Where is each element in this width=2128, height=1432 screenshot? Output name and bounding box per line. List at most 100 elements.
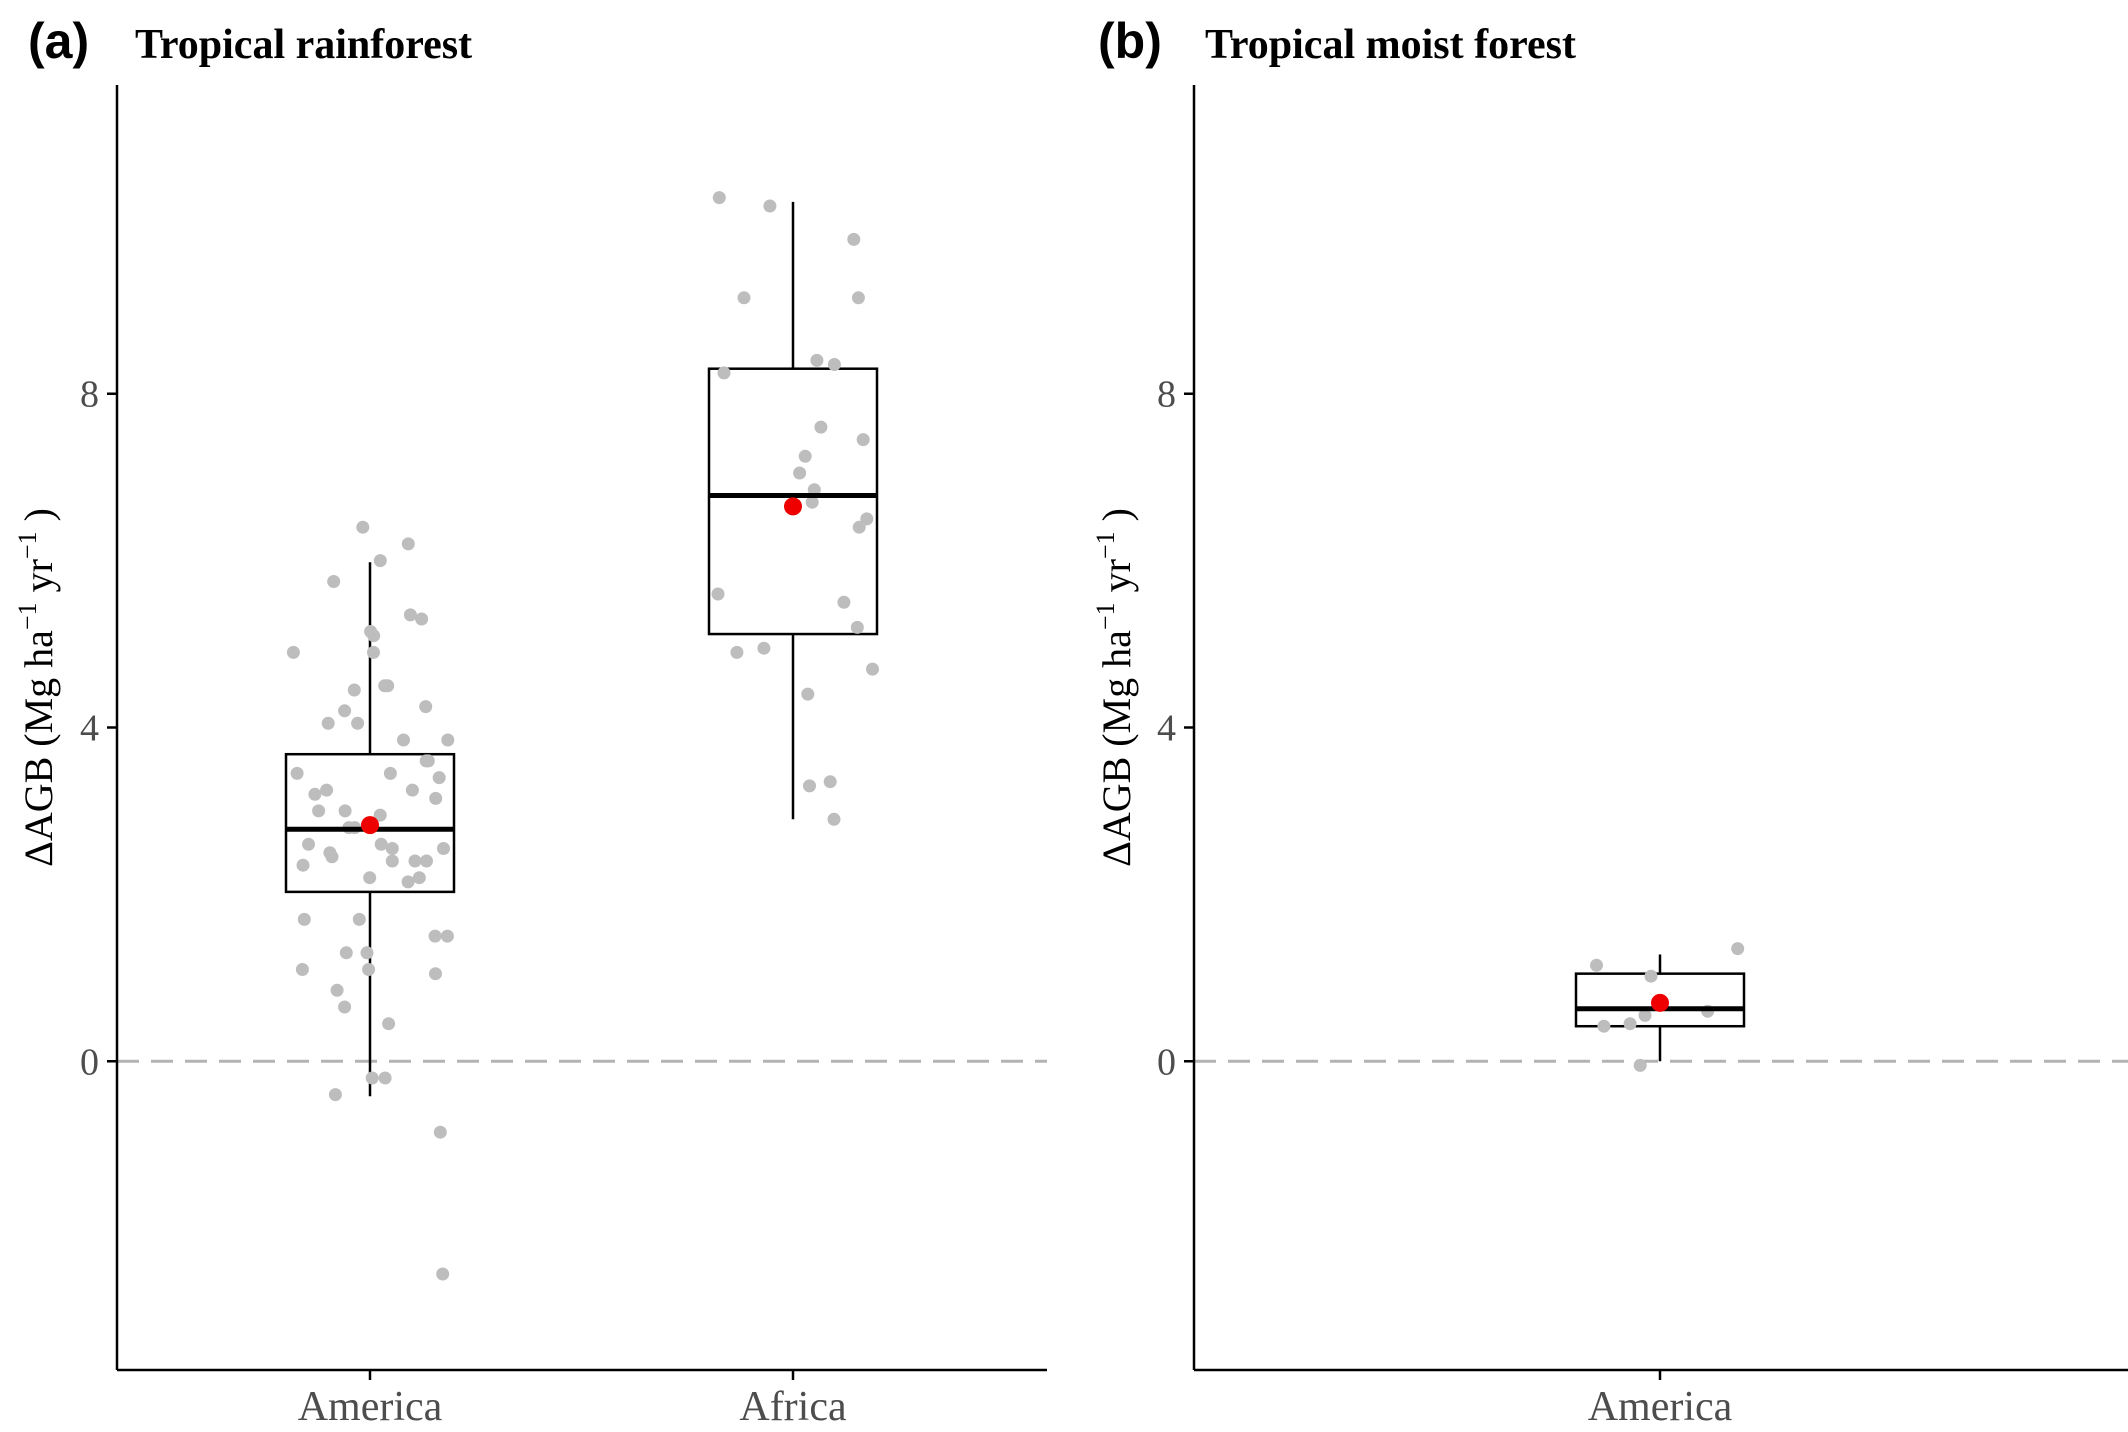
data-point: [428, 929, 442, 943]
data-point: [360, 946, 374, 960]
data-point: [851, 291, 865, 305]
mean-marker: [1651, 993, 1669, 1012]
box-group-america: America: [1574, 942, 1746, 1430]
data-point: [415, 612, 429, 626]
panel-b-tag: (b): [1098, 13, 1162, 69]
data-point: [807, 483, 821, 497]
y-tick-label: 4: [80, 708, 99, 750]
data-point: [429, 967, 442, 981]
mean-marker: [361, 816, 379, 835]
data-point: [320, 783, 334, 797]
data-point: [382, 1017, 396, 1031]
y-tick-label: 4: [1157, 708, 1176, 750]
iqr-box: [284, 752, 456, 894]
mean-marker: [784, 497, 802, 516]
data-point: [856, 433, 870, 447]
data-point: [295, 963, 309, 976]
data-point: [801, 687, 815, 701]
data-point: [798, 449, 812, 463]
data-point: [429, 791, 443, 805]
data-point: [328, 1088, 342, 1102]
data-point: [420, 854, 433, 868]
data-point: [408, 854, 422, 868]
panel-b: (b) Tropical moist forest 0 4 8 ΔAGB (Mg ha…: [1091, 13, 2128, 1430]
y-tick-label: 8: [80, 374, 99, 416]
data-point: [347, 683, 361, 697]
data-point: [737, 291, 751, 305]
data-point: [290, 766, 304, 780]
data-point: [432, 771, 446, 785]
iqr-box: [707, 367, 879, 636]
data-point: [827, 358, 841, 371]
data-point: [1633, 1058, 1647, 1072]
data-point: [837, 595, 851, 609]
data-point: [433, 1125, 447, 1139]
panel-b-title: Tropical moist forest: [1205, 22, 1576, 68]
data-point: [367, 629, 381, 643]
data-point: [312, 804, 326, 818]
data-point: [1597, 1019, 1611, 1033]
data-point: [339, 946, 353, 960]
data-point: [401, 537, 415, 551]
data-point: [383, 766, 397, 780]
data-point: [338, 704, 352, 718]
panel-a-title: Tropical rainforest: [135, 22, 472, 68]
data-point: [850, 620, 864, 634]
data-point: [338, 804, 352, 818]
data-point: [419, 754, 433, 768]
y-axis-label: ΔAGB (Mg ha−1 yr−1 ): [1091, 508, 1139, 867]
data-point: [405, 783, 419, 797]
data-point: [374, 837, 388, 851]
data-point: [385, 842, 399, 855]
y-tick-label: 0: [1157, 1041, 1176, 1083]
data-point: [356, 520, 370, 534]
data-point: [1731, 942, 1745, 956]
box-group-africa: Africa: [707, 191, 879, 1430]
data-point: [711, 587, 725, 601]
data-point: [1638, 1008, 1652, 1022]
x-category-label: Africa: [739, 1384, 847, 1430]
panel-a: (a) Tropical rainforest 0 4 8 ΔAGB (Mg ha−1…: [13, 13, 1047, 1430]
data-point: [401, 875, 415, 889]
data-point: [763, 199, 777, 213]
data-point: [325, 850, 339, 864]
data-point: [814, 420, 828, 434]
data-point: [378, 1071, 392, 1085]
data-point: [338, 1000, 352, 1014]
data-point: [805, 495, 819, 509]
data-point: [286, 645, 300, 659]
data-point: [437, 842, 450, 855]
data-point: [330, 983, 344, 997]
data-point: [327, 575, 341, 588]
data-point: [1590, 958, 1603, 972]
data-point: [412, 871, 426, 885]
data-point: [297, 912, 311, 926]
data-point: [1623, 1017, 1637, 1031]
data-point: [440, 929, 454, 943]
data-point: [385, 854, 399, 868]
y-axis-label: ΔAGB (Mg ha−1 yr−1 ): [13, 508, 61, 867]
data-point: [302, 837, 315, 851]
y-tick-label: 0: [80, 1041, 99, 1083]
data-point: [847, 232, 861, 246]
data-point: [852, 520, 866, 534]
data-point: [866, 662, 879, 676]
data-point: [403, 608, 417, 622]
data-point: [823, 775, 837, 789]
data-point: [321, 716, 335, 730]
data-point: [362, 963, 376, 976]
iqr-box: [1574, 972, 1746, 1028]
data-point: [441, 733, 455, 747]
data-point: [308, 787, 322, 801]
data-point: [860, 512, 874, 526]
data-point: [717, 366, 731, 380]
panel-a-tag: (a): [28, 13, 89, 69]
data-point: [827, 812, 841, 826]
box-group-america: America: [284, 520, 456, 1430]
data-point: [803, 779, 816, 793]
data-point: [367, 645, 380, 659]
data-point: [381, 679, 395, 693]
data-point: [712, 191, 726, 205]
data-point: [793, 466, 807, 480]
